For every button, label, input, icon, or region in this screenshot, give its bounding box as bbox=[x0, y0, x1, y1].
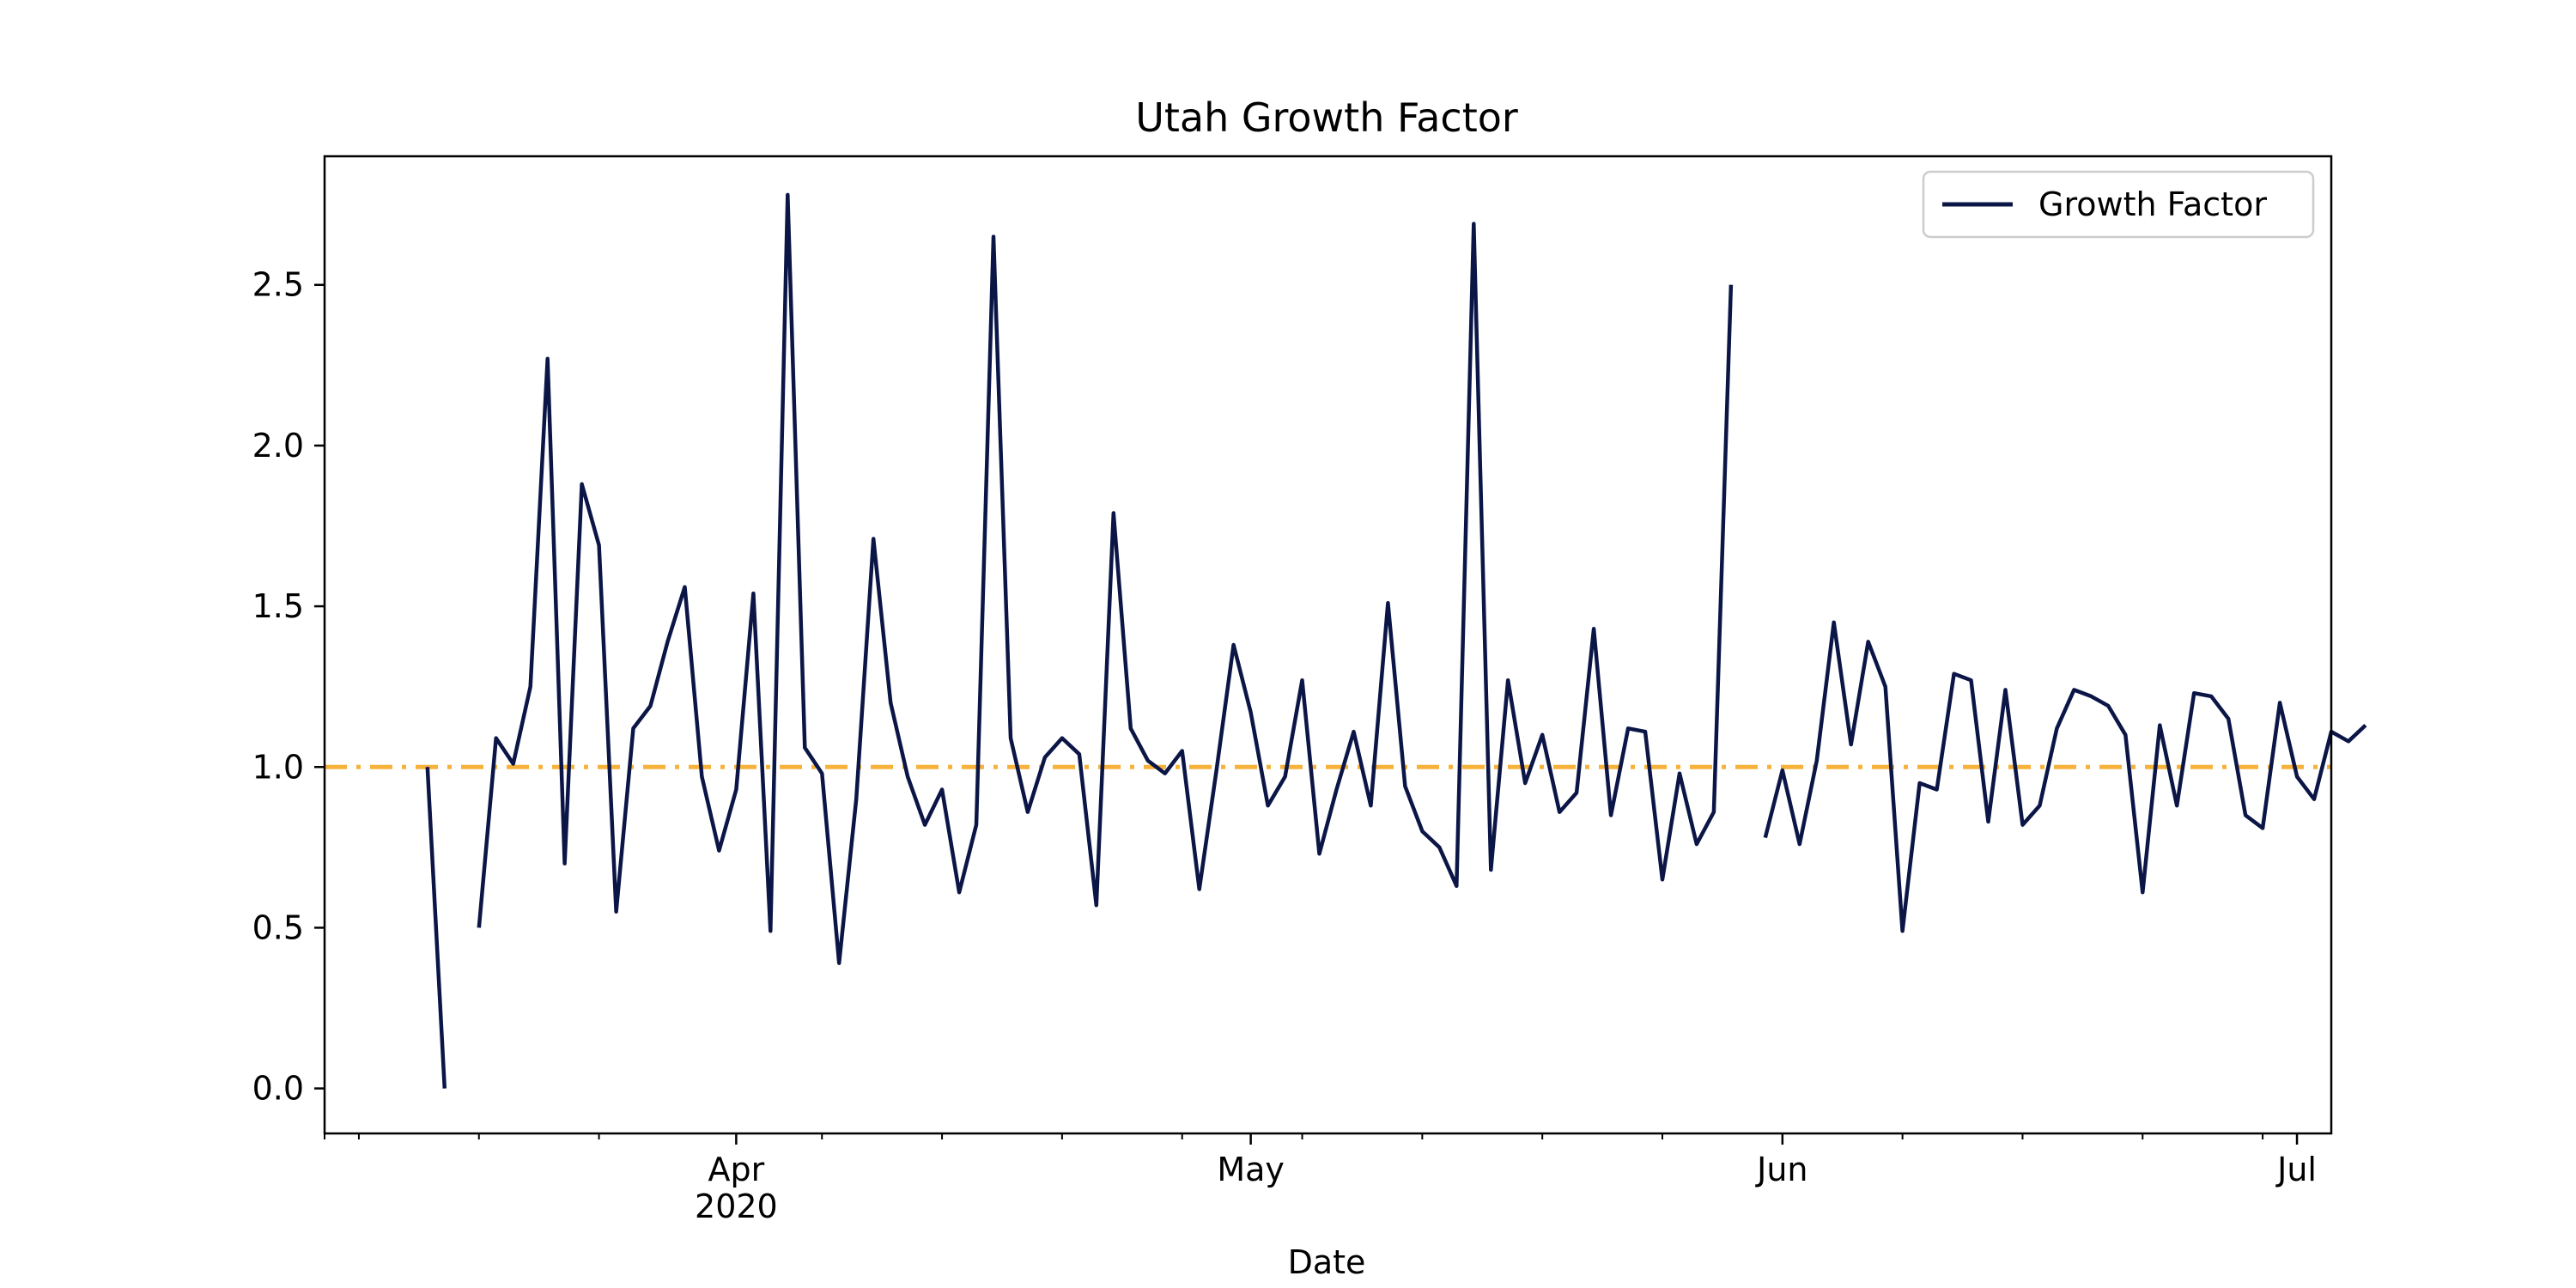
x-tick-label: May bbox=[1217, 1151, 1285, 1188]
x-tick-sublabel: 2020 bbox=[695, 1188, 778, 1225]
y-tick-label: 2.0 bbox=[252, 427, 304, 465]
x-tick-label: Apr bbox=[708, 1151, 765, 1188]
x-tick-label: Jun bbox=[1755, 1151, 1807, 1188]
series-layer bbox=[425, 192, 2367, 1089]
y-tick-label: 1.5 bbox=[252, 587, 304, 625]
legend-box bbox=[1922, 170, 2315, 239]
y-tick-label: 1.0 bbox=[252, 748, 304, 786]
series-line bbox=[477, 192, 1734, 965]
series-growth-factor bbox=[425, 192, 2367, 1089]
x-tick-label: Jul bbox=[2275, 1151, 2317, 1188]
series-line bbox=[425, 767, 447, 1089]
y-tick-label: 2.5 bbox=[252, 266, 304, 304]
legend: Growth Factor bbox=[1922, 170, 2315, 239]
chart-title: Utah Growth Factor bbox=[1135, 94, 1518, 141]
legend-label: Growth Factor bbox=[2038, 185, 2267, 223]
y-tick-label: 0.0 bbox=[252, 1070, 304, 1108]
y-tick-label: 0.5 bbox=[252, 908, 304, 946]
x-axis-label: Date bbox=[1288, 1243, 1366, 1281]
y-axis: 0.0 0.5 1.0 1.5 2.0 2.5 bbox=[252, 266, 325, 1108]
plot-area-frame bbox=[323, 155, 2333, 1135]
series-line bbox=[1763, 620, 2367, 933]
